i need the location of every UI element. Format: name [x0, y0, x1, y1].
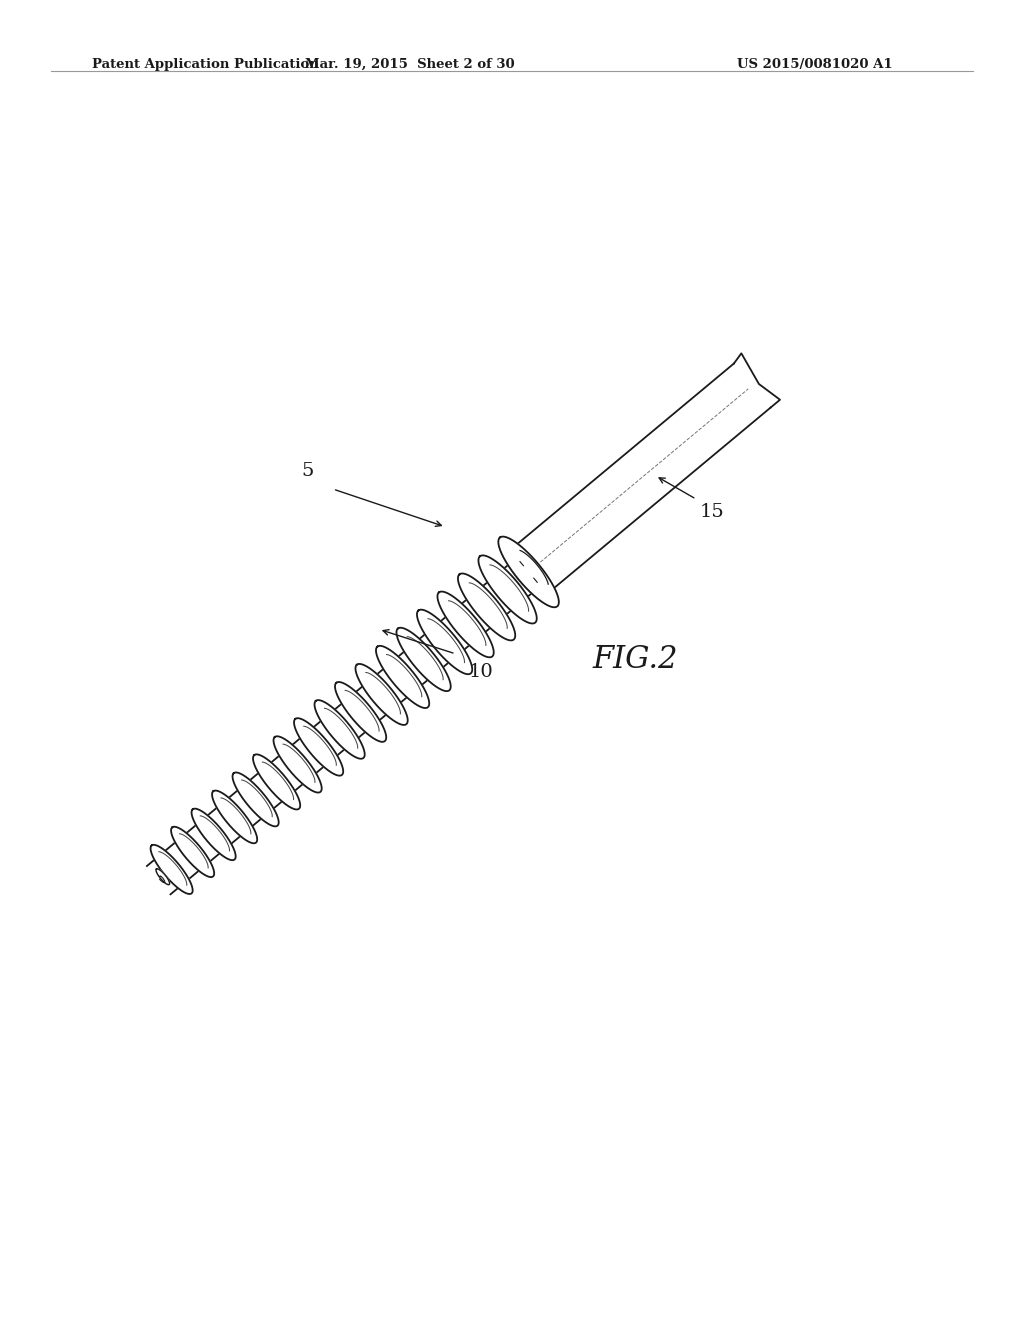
- Polygon shape: [417, 610, 472, 675]
- Polygon shape: [156, 869, 170, 884]
- Polygon shape: [510, 363, 771, 594]
- Polygon shape: [232, 772, 279, 826]
- Text: FIG.2: FIG.2: [592, 644, 678, 676]
- Text: 15: 15: [699, 503, 724, 520]
- Polygon shape: [458, 573, 515, 640]
- Polygon shape: [499, 537, 559, 607]
- Polygon shape: [253, 754, 300, 809]
- Text: Mar. 19, 2015  Sheet 2 of 30: Mar. 19, 2015 Sheet 2 of 30: [305, 58, 514, 71]
- Text: US 2015/0081020 A1: US 2015/0081020 A1: [737, 58, 893, 71]
- Text: 10: 10: [469, 663, 494, 681]
- Polygon shape: [376, 645, 429, 708]
- Polygon shape: [335, 682, 386, 742]
- Polygon shape: [396, 628, 451, 692]
- Polygon shape: [478, 556, 537, 623]
- Polygon shape: [499, 537, 558, 607]
- Polygon shape: [191, 809, 236, 861]
- Text: Patent Application Publication: Patent Application Publication: [92, 58, 318, 71]
- Polygon shape: [294, 718, 343, 776]
- Polygon shape: [151, 845, 193, 894]
- Polygon shape: [212, 791, 257, 843]
- Polygon shape: [171, 826, 214, 876]
- Text: 5: 5: [301, 462, 313, 479]
- Polygon shape: [314, 700, 365, 759]
- Polygon shape: [273, 737, 322, 792]
- Polygon shape: [355, 664, 408, 725]
- Polygon shape: [437, 591, 494, 657]
